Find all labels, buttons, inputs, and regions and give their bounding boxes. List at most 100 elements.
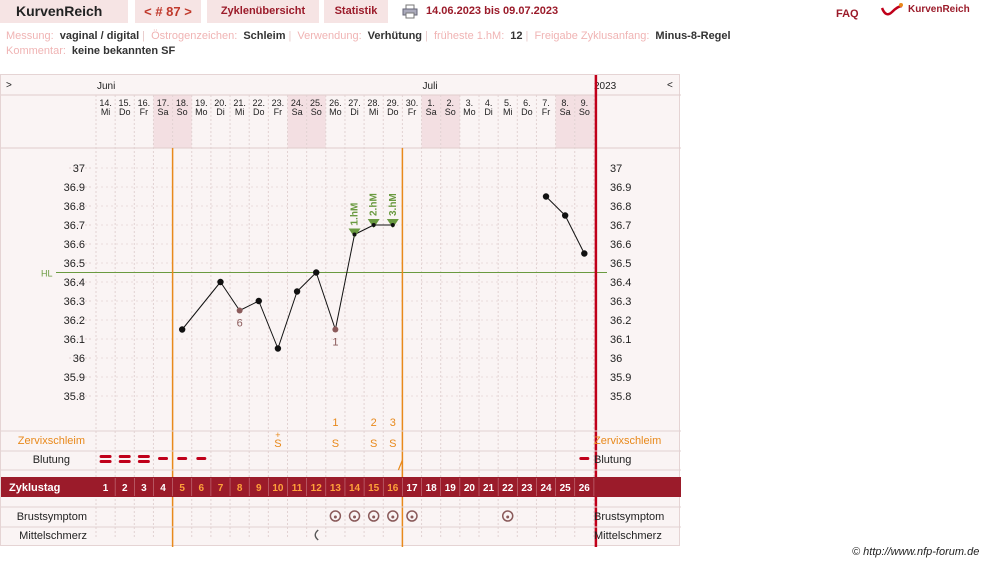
cycle-day-number: 6 bbox=[199, 483, 205, 494]
temp-point bbox=[255, 297, 262, 305]
date-label: 4. bbox=[485, 98, 493, 108]
temp-tick-right: 36.8 bbox=[610, 201, 631, 213]
release-label: Freigabe Zyklusanfang: bbox=[534, 30, 650, 42]
cycle-day-number: 19 bbox=[445, 483, 457, 494]
temp-tick-left: 36.9 bbox=[64, 182, 85, 194]
breast-symptom-icon bbox=[501, 510, 514, 522]
release-value: Minus-8-Regel bbox=[655, 30, 731, 42]
temp-tick-right: 35.8 bbox=[610, 391, 631, 403]
weekday-label: Do bbox=[521, 107, 533, 117]
high-measurement-label: 1.hM bbox=[350, 203, 361, 226]
top-bar: KurvenReich < # 87 > Zyklenübersicht Sta… bbox=[0, 0, 981, 24]
cycle-navigation[interactable]: < # 87 > bbox=[135, 0, 201, 23]
cycle-day-number: 17 bbox=[406, 483, 418, 494]
cycle-day-number: 5 bbox=[179, 483, 185, 494]
date-label: 24. bbox=[291, 98, 304, 108]
mucus-symbol: S bbox=[332, 438, 339, 450]
date-label: 14. bbox=[99, 98, 112, 108]
date-label: 7. bbox=[542, 98, 550, 108]
date-label: 2. bbox=[447, 98, 455, 108]
temp-point bbox=[581, 250, 588, 257]
weekend-shade bbox=[287, 95, 307, 148]
cycle-day-number: 14 bbox=[349, 483, 361, 494]
weekend-shade bbox=[306, 95, 326, 148]
date-label: 18. bbox=[176, 98, 189, 108]
temp-tick-right: 36.7 bbox=[610, 220, 631, 232]
date-label: 8. bbox=[561, 98, 569, 108]
cycle-day-number: 16 bbox=[387, 483, 399, 494]
date-label: 6. bbox=[523, 98, 531, 108]
temp-curve-segment bbox=[315, 272, 336, 330]
kurvenreich-logo-icon bbox=[880, 3, 903, 16]
comment-value: keine bekannten SF bbox=[71, 45, 176, 57]
cycle-day-number: 15 bbox=[368, 483, 380, 494]
temp-tick-right: 36.2 bbox=[610, 315, 631, 327]
temp-point bbox=[274, 345, 282, 352]
cycle-day-number: 4 bbox=[160, 483, 166, 494]
usage-value: Verhütung bbox=[367, 30, 423, 42]
usage-label: Verwendung: bbox=[297, 30, 362, 42]
row-label-cycle: Zyklustag bbox=[9, 482, 60, 494]
date-label: 15. bbox=[118, 98, 131, 108]
tab-cycle-overview[interactable]: Zyklenübersicht bbox=[207, 0, 319, 23]
bleeding-mark bbox=[177, 457, 188, 460]
temp-tick-left: 36.6 bbox=[64, 239, 85, 251]
cycle-day-number: 24 bbox=[540, 483, 552, 494]
temp-point bbox=[217, 278, 224, 286]
weekday-label: Mi bbox=[369, 107, 379, 117]
brand-title: KurvenReich bbox=[0, 0, 128, 23]
month-label: Juli bbox=[423, 81, 438, 92]
temp-tick-left: 36.3 bbox=[64, 296, 85, 308]
date-label: 17. bbox=[157, 98, 170, 108]
printer-icon[interactable] bbox=[402, 4, 418, 19]
weekday-label: Mi bbox=[235, 107, 245, 117]
cycle-chart: > < Juni Juli 2023 14. Mi 15. Do 16. Fr 17. Sa 18. So 1… bbox=[0, 74, 681, 547]
temp-point bbox=[542, 193, 550, 200]
mucus-symbol: S bbox=[389, 438, 396, 450]
bleeding-mark bbox=[118, 460, 131, 463]
date-label: 23. bbox=[272, 98, 285, 108]
temp-curve-segment bbox=[277, 291, 298, 349]
row-label-mittelschmerz-right: Mittelschmerz bbox=[594, 530, 662, 542]
temp-tick-right: 36.9 bbox=[610, 182, 631, 194]
cycle-day-number: 10 bbox=[272, 483, 284, 494]
cycle-day-number: 18 bbox=[426, 483, 438, 494]
faq-link[interactable]: FAQ bbox=[836, 8, 859, 20]
temp-point bbox=[293, 288, 301, 295]
temp-tick-left: 35.8 bbox=[64, 391, 85, 403]
nav-right-arrow: < bbox=[667, 80, 673, 91]
date-label: 25. bbox=[310, 98, 323, 108]
breast-symptom-icon bbox=[367, 510, 380, 522]
temp-tick-left: 35.9 bbox=[64, 372, 85, 384]
cycle-day-number: 7 bbox=[218, 483, 224, 494]
date-label: 30. bbox=[406, 98, 419, 108]
temp-curve-segment bbox=[354, 224, 374, 235]
temp-curve-segment bbox=[239, 300, 259, 311]
cycle-day-number: 13 bbox=[330, 483, 342, 494]
cycle-day-number: 9 bbox=[256, 483, 262, 494]
breast-symptom-icon-dot bbox=[333, 515, 337, 519]
weekday-label: Fr bbox=[408, 107, 417, 117]
weekday-label: Sa bbox=[292, 107, 303, 117]
mucus-count: 2 bbox=[371, 417, 377, 429]
temp-tick-right: 37 bbox=[610, 163, 622, 175]
row-label-breast-right: Brustsymptom bbox=[594, 511, 664, 523]
row-label-breast: Brustsymptom bbox=[17, 511, 87, 523]
cycle-day-number: 25 bbox=[560, 483, 572, 494]
date-label: 16. bbox=[138, 98, 151, 108]
tab-statistics[interactable]: Statistik bbox=[324, 0, 388, 23]
measurement-value: vaginal / digital bbox=[59, 30, 140, 42]
breast-symptom-icon-dot bbox=[506, 515, 510, 519]
temp-tick-left: 37 bbox=[73, 163, 85, 175]
mucus-superscript: + bbox=[275, 430, 280, 440]
breast-symptom-icon-dot bbox=[391, 515, 395, 519]
cycle-day-number: 26 bbox=[579, 483, 591, 494]
weekday-label: Sa bbox=[158, 107, 169, 117]
weekday-label: Mi bbox=[503, 107, 513, 117]
temp-tick-left: 36.1 bbox=[64, 334, 85, 346]
weekday-label: Do bbox=[253, 107, 265, 117]
date-label: 19. bbox=[195, 98, 208, 108]
logo-text: KurvenReich bbox=[908, 4, 970, 15]
weekday-label: Do bbox=[387, 107, 399, 117]
temp-tick-right: 36.3 bbox=[610, 296, 631, 308]
